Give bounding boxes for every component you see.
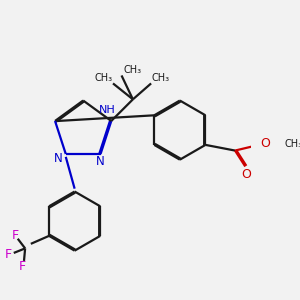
Text: CH₃: CH₃ <box>95 73 113 83</box>
Text: N: N <box>54 152 63 164</box>
Text: O: O <box>260 137 270 150</box>
Text: NH: NH <box>98 105 115 115</box>
Text: F: F <box>4 248 12 261</box>
Text: F: F <box>11 230 19 242</box>
Text: CH₃: CH₃ <box>124 65 142 75</box>
Text: CH₃: CH₃ <box>284 139 300 149</box>
Text: O: O <box>241 168 251 181</box>
Text: CH₃: CH₃ <box>151 73 169 83</box>
Text: N: N <box>96 155 105 168</box>
Text: F: F <box>19 260 26 273</box>
